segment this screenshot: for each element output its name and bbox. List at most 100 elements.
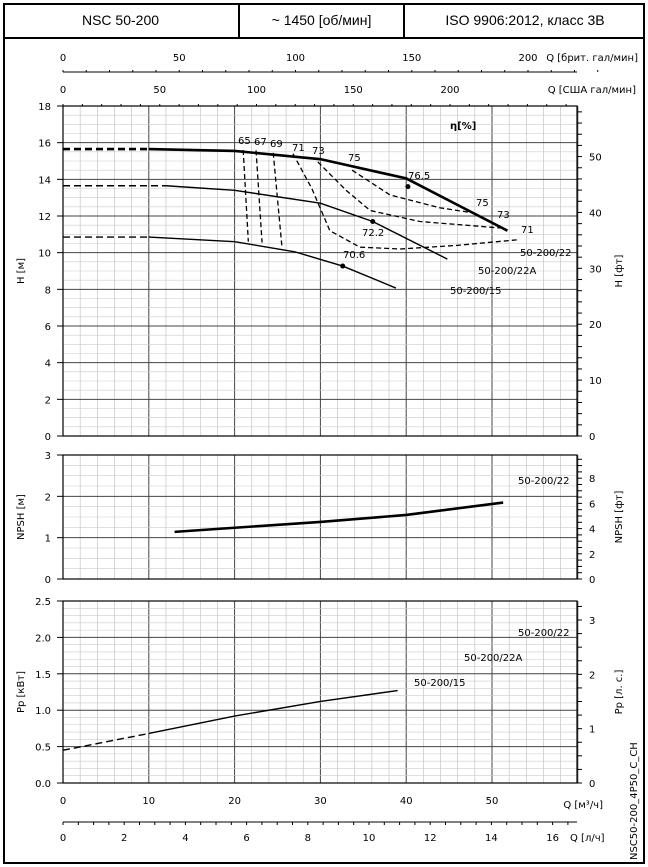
right-tick-label: 10	[589, 376, 602, 387]
y-tick-label: 2	[45, 492, 51, 503]
y-tick-label: 1.5	[35, 670, 51, 681]
series-line-50-200/22	[148, 147, 509, 232]
series-line-50-200/22	[174, 501, 504, 534]
bep-point	[370, 219, 376, 224]
y-tick-label: 14	[38, 175, 51, 186]
right-tick-label: 1	[589, 725, 595, 736]
series-line-50-200/22A	[165, 185, 448, 260]
series-line-50-200/15	[148, 236, 397, 289]
right-tick-label: 40	[589, 208, 602, 219]
y-tick-label: 0.5	[35, 743, 51, 754]
right-tick-label: 30	[589, 264, 602, 275]
series-dashed-50-200/15	[62, 732, 149, 751]
top-axis-2-label: 200	[440, 85, 459, 96]
x2-tick-label: 10	[363, 833, 376, 844]
y-tick-label: 1	[45, 534, 51, 545]
model-cell: NSC 50-200	[3, 3, 240, 37]
x-tick-label: 30	[314, 796, 327, 807]
x-tick-label: 0	[60, 796, 66, 807]
series-label: 50-200/15	[450, 286, 502, 297]
y-tick-label: 10	[38, 249, 51, 260]
right-tick-label: 0	[589, 432, 595, 443]
top-axis-2-label: 100	[247, 85, 266, 96]
x-tick-label: 40	[400, 796, 413, 807]
top-axis-1-label: 50	[173, 53, 186, 64]
series-label: 50-200/15	[414, 678, 466, 689]
y-axis-label: Pp [кВт]	[16, 671, 27, 713]
x2-tick-label: 2	[121, 833, 127, 844]
top-axis-1-label: 0	[60, 53, 66, 64]
right-tick-label: 50	[589, 153, 602, 164]
speed-cell: ~ 1450 [об/мин]	[240, 3, 405, 37]
bep-point	[405, 184, 411, 190]
right-tick-label: 8	[589, 474, 595, 485]
iso-efficiency-line	[272, 152, 283, 246]
series-label: 50-200/22A	[464, 653, 523, 664]
series-line-50-200/15	[148, 689, 398, 735]
standard-cell: ISO 9906:2012, класс 3B	[445, 12, 605, 28]
x2-tick-label: 12	[424, 833, 437, 844]
iso-efficiency-label: 69	[270, 139, 283, 150]
y-tick-label: 18	[38, 102, 51, 113]
x2-tick-label: 4	[182, 833, 188, 844]
chart-frame	[3, 3, 645, 864]
bep-label: 70.6	[343, 250, 365, 261]
y-axis-label: NPSH [м]	[16, 494, 27, 540]
x-tick-label: 20	[228, 796, 241, 807]
y-tick-label: 2.5	[35, 597, 51, 608]
top-axis-2-label: 0	[60, 85, 66, 96]
x2-axis-title: Q [л/ч]	[570, 833, 605, 844]
plot-area	[62, 454, 578, 580]
series-label: 50-200/22A	[478, 266, 537, 277]
top-axis-2-label: 50	[153, 85, 166, 96]
iso-efficiency-line	[255, 150, 263, 243]
series-label: 50-200/22	[520, 248, 572, 259]
header-table: NSC 50-200 ~ 1450 [об/мин] ISO 9906:2012…	[3, 3, 645, 39]
iso-efficiency-line	[317, 161, 500, 229]
right-tick-label: 3	[589, 616, 595, 627]
y-tick-label: 0	[45, 432, 51, 443]
x2-tick-label: 8	[305, 833, 311, 844]
right-tick-label: 20	[589, 320, 602, 331]
right-tick-label: 4	[589, 525, 595, 536]
top-axis-2-title: Q [США гал/мин]	[548, 85, 636, 96]
top-axis-1-label: 150	[402, 53, 421, 64]
y-axis-label: H [м]	[16, 258, 27, 284]
top-axis-1-title: Q [брит. гал/мин]	[546, 53, 638, 64]
y-tick-label: 0	[45, 575, 51, 586]
top-axis-1-label: 200	[518, 53, 537, 64]
plot-area	[62, 600, 578, 784]
iso-efficiency-right-label: 71	[521, 225, 534, 236]
y-axis-label-right: NPSH [фт]	[614, 491, 625, 544]
y-tick-label: 4	[45, 359, 51, 370]
right-tick-label: 0	[589, 779, 595, 790]
x2-tick-label: 16	[546, 833, 559, 844]
y-tick-label: 16	[38, 139, 51, 150]
y-tick-label: 6	[45, 322, 51, 333]
iso-efficiency-label: 65	[238, 136, 251, 147]
series-label: 50-200/22	[518, 476, 570, 487]
efficiency-unit-label: η[%]	[450, 121, 476, 132]
y-axis-label-right: Pp [л. с.]	[614, 670, 625, 715]
x-tick-label: 50	[486, 796, 499, 807]
y-tick-label: 0.0	[35, 779, 51, 790]
x2-tick-label: 0	[60, 833, 66, 844]
drawing-code: NSC50-200_4P50_C_CH	[629, 742, 640, 860]
y-tick-label: 8	[45, 285, 51, 296]
right-tick-label: 6	[589, 499, 595, 510]
x-axis-title: Q [м³/ч]	[563, 800, 603, 811]
right-tick-label: 2	[589, 550, 595, 561]
x-tick-label: 10	[142, 796, 155, 807]
bep-point	[340, 263, 346, 269]
y-tick-label: 12	[38, 212, 51, 223]
iso-efficiency-line	[242, 149, 249, 242]
top-axis-2-label: 150	[344, 85, 363, 96]
x2-tick-label: 6	[243, 833, 249, 844]
y-axis-label-right: H [фт]	[614, 254, 625, 287]
iso-efficiency-right-label: 75	[476, 198, 489, 209]
iso-efficiency-label: 67	[254, 137, 267, 148]
x2-tick-label: 14	[485, 833, 498, 844]
bep-label: 76.5	[408, 171, 430, 182]
y-tick-label: 1.0	[35, 706, 51, 717]
